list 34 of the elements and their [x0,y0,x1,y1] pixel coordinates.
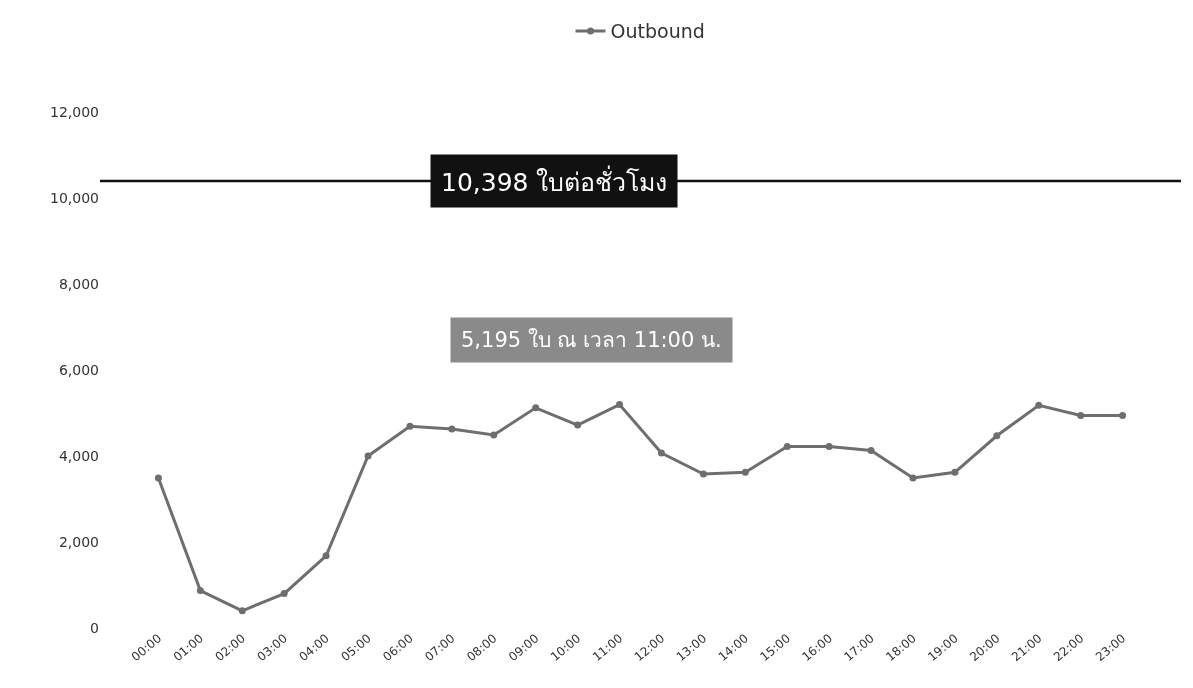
point [993,432,1001,440]
point [741,468,749,476]
point [574,421,582,429]
point [867,446,875,454]
point [1035,401,1043,409]
y-tick-label: 0 [90,619,99,636]
point [1077,412,1085,420]
point [490,431,498,439]
point [406,422,414,430]
point [532,404,540,412]
y-tick-label: 8,000 [58,275,99,292]
y-tick-label: 6,000 [58,361,99,378]
point [1119,412,1127,420]
point [364,452,372,460]
annotation: 5,195 ใบ ณ เวลา 11:00 น. [461,328,722,352]
point [783,443,791,451]
point [448,425,456,433]
point [196,587,204,595]
y-tick-label: 2,000 [58,533,99,550]
point [154,474,162,482]
legend-label: Outbound [610,20,705,43]
y-tick-label: 10,000 [50,189,99,206]
point [951,468,959,476]
y-tick-label: 4,000 [58,447,99,464]
point [616,401,624,409]
ref-line-label: 10,398 ใบต่อชั่วโมง [441,165,668,197]
point [909,474,917,482]
point [238,607,246,615]
y-tick-label: 12,000 [50,103,99,120]
point [322,552,330,560]
point [657,449,665,457]
point [825,443,833,451]
point [280,590,288,598]
point [699,470,707,478]
